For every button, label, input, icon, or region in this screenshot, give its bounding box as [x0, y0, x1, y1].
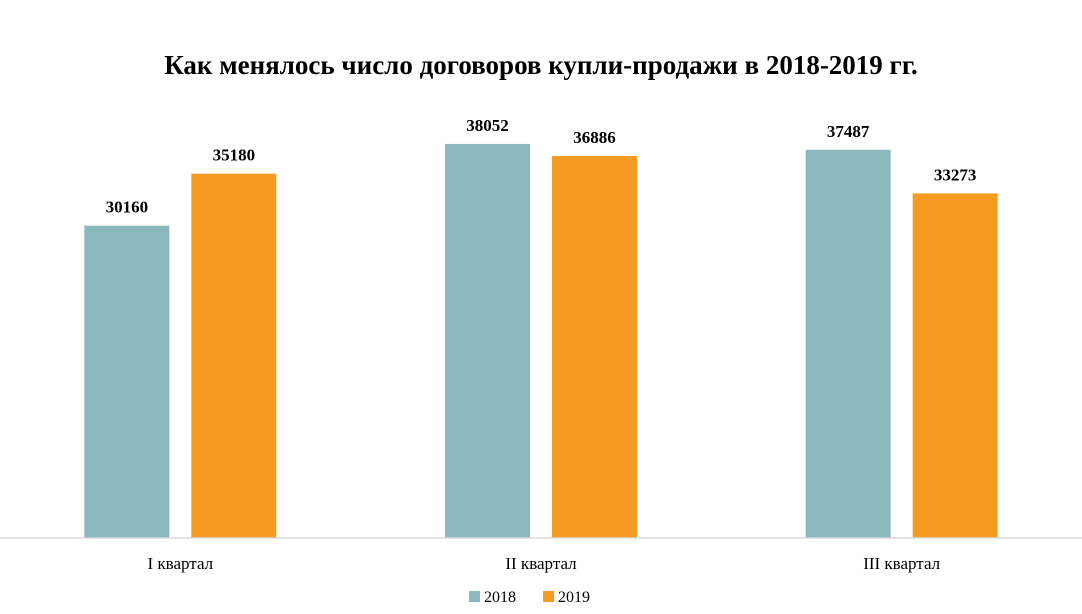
- value-labels-layer: 30160 35180 38052 36886 37487 33273: [106, 116, 977, 217]
- legend-label-2019: 2019: [558, 589, 590, 606]
- value-label-2019-1: 35180: [213, 146, 256, 165]
- legend: 2018 2019: [469, 589, 590, 606]
- bar-2019-2: [552, 156, 637, 539]
- value-label-2018-3: 37487: [827, 122, 870, 141]
- category-label-2: II квартал: [505, 554, 577, 573]
- value-label-2019-2: 36886: [573, 128, 616, 147]
- bars-layer: [84, 143, 998, 539]
- value-label-2018-2: 38052: [466, 116, 509, 135]
- bar-2018-1: [84, 225, 170, 538]
- category-label-1: I квартал: [148, 554, 214, 573]
- legend-swatch-2018: [469, 591, 480, 602]
- chart-title: Как менялось число договоров купли-прода…: [164, 50, 918, 80]
- value-label-2019-3: 33273: [934, 165, 977, 184]
- value-label-2018-1: 30160: [106, 198, 149, 217]
- bar-2019-1: [191, 173, 277, 538]
- category-labels-layer: I квартал II квартал III квартал: [148, 554, 941, 573]
- category-label-3: III квартал: [863, 554, 940, 573]
- bar-2019-3: [912, 193, 998, 538]
- bar-2018-2: [445, 143, 530, 539]
- bar-2018-3: [805, 149, 891, 539]
- legend-label-2018: 2018: [484, 589, 516, 606]
- legend-swatch-2019: [543, 591, 554, 602]
